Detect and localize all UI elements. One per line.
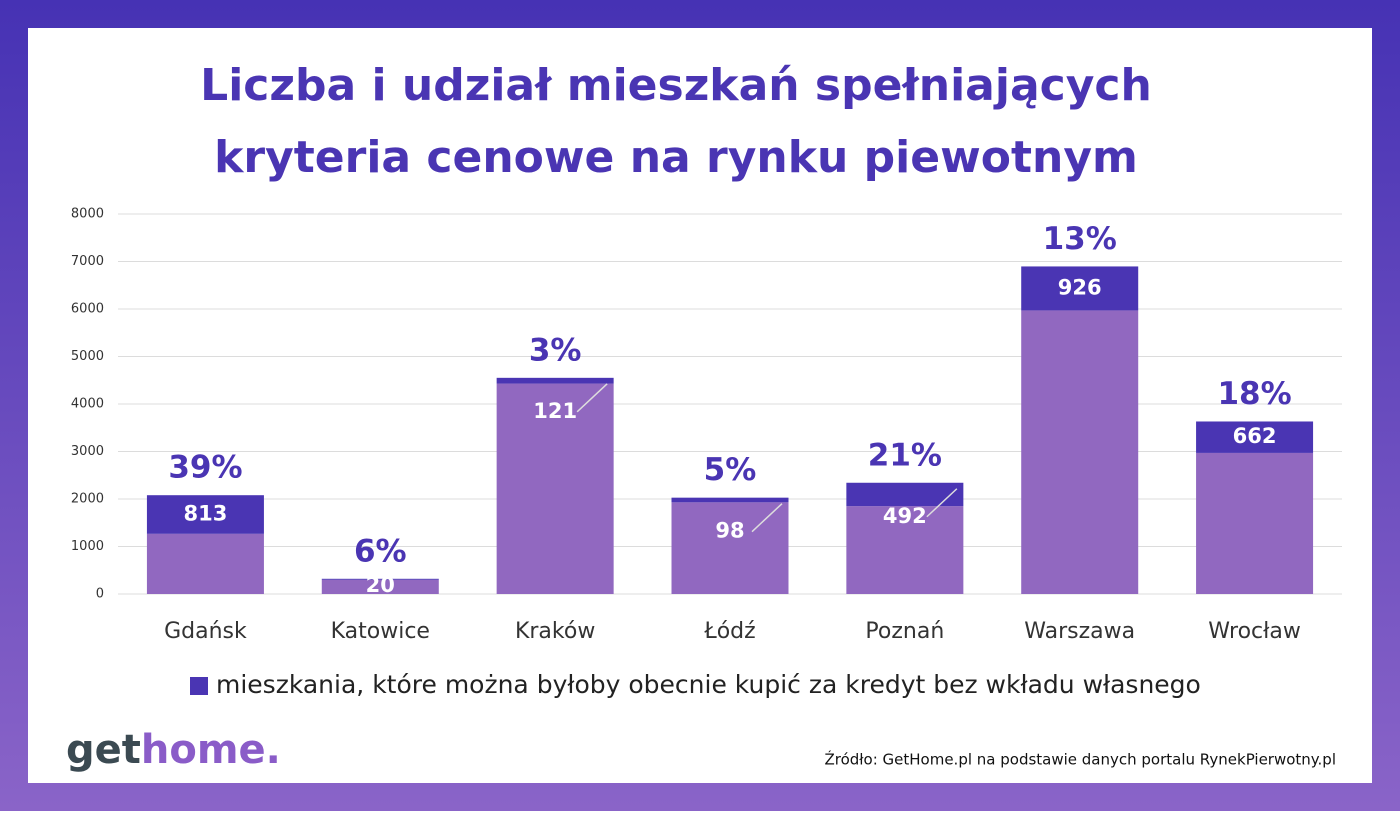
bar-segment [671,502,789,594]
x-tick-label: Warszawa [1024,619,1135,644]
share-label: 18% [1217,376,1291,412]
leader-line [926,488,958,518]
share-label: 3% [529,332,582,368]
bar-segment [671,497,789,503]
x-tick-label: Wrocław [1208,619,1301,644]
share-label: 5% [704,452,757,488]
y-tick-label: 8000 [71,207,104,222]
y-tick-label: 2000 [71,492,104,507]
bar-segment [1021,310,1139,594]
value-label: 121 [533,399,577,423]
bar-segment [146,495,264,534]
bar-segment [496,377,614,384]
legend-label: mieszkania, które można byłoby obecnie k… [216,670,1201,699]
x-tick-label: Łódź [703,619,755,644]
bar-segment [1021,266,1139,311]
bar-segment [146,533,264,594]
chart-title: kryteria cenowe na rynku piewotnym [214,132,1138,183]
chart-title: Liczba i udział mieszkań spełniających [200,60,1152,111]
value-label: 926 [1058,275,1102,299]
bar-segment [321,578,439,580]
value-label: 20 [366,573,395,597]
value-label: 98 [715,519,744,543]
logo-part: get [66,727,141,773]
value-label: 492 [883,504,927,528]
bar-segment [496,383,614,594]
source: Źródło: GetHome.pl na podstawie danych p… [824,750,1336,769]
leader-line [576,383,608,413]
bar-segment [846,506,964,594]
y-tick-label: 5000 [71,349,104,364]
y-tick-label: 6000 [71,302,104,317]
x-tick-label: Poznań [865,619,944,644]
bar-segment [846,482,964,507]
share-label: 21% [868,437,942,473]
share-label: 6% [354,533,407,569]
y-tick-label: 1000 [71,539,104,554]
value-label: 662 [1233,424,1277,448]
logo: gethome. [66,727,281,773]
x-tick-label: Kraków [515,619,595,644]
y-tick-label: 4000 [71,397,104,412]
value-label: 813 [184,502,228,526]
bar-segment [1196,421,1314,453]
bar-segment [321,579,439,594]
bar-segment [1196,452,1314,594]
leader-line [751,503,783,533]
legend-swatch [190,677,208,695]
share-label: 13% [1043,221,1117,257]
logo-part: home. [141,727,281,773]
share-label: 39% [168,450,242,486]
panel [28,28,1372,783]
y-tick-label: 0 [96,587,104,602]
y-tick-label: 3000 [71,444,104,459]
x-tick-label: Gdańsk [164,619,247,644]
y-tick-label: 7000 [71,254,104,269]
x-tick-label: Katowice [331,619,430,644]
